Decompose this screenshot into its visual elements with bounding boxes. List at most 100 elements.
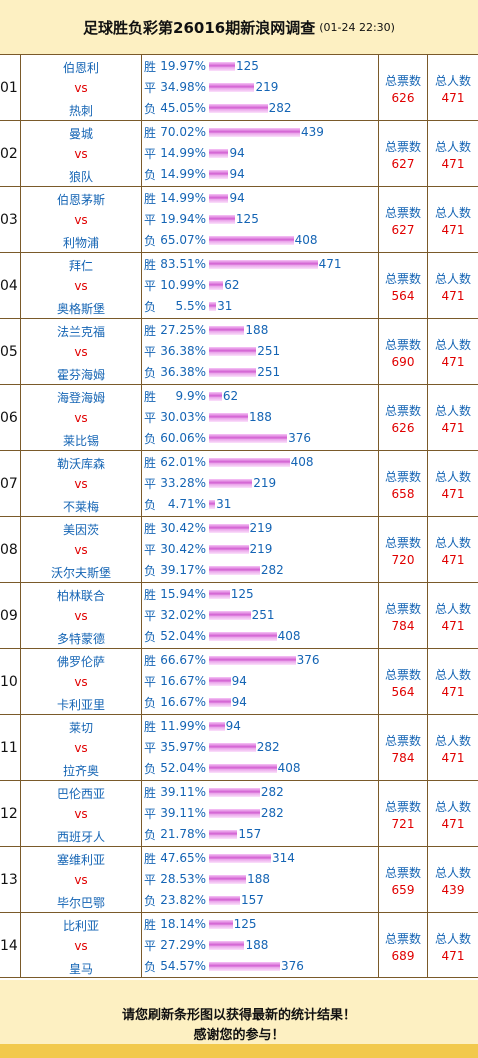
total-votes-label: 总票数 (384, 206, 421, 220)
away-team-link[interactable]: 多特蒙德 (56, 632, 105, 646)
draw-bar (209, 280, 224, 290)
win-percent: 15.94% (160, 587, 206, 601)
match-number: 14 (0, 937, 18, 954)
away-team-link[interactable]: 毕尔巴鄂 (56, 896, 105, 910)
draw-label: 平 (144, 542, 157, 557)
win-row: 胜 62.01% 408 (144, 454, 314, 470)
win-row: 胜 15.94% 125 (144, 586, 254, 602)
draw-bar (209, 610, 251, 620)
home-team-link[interactable]: 比利亚 (62, 919, 99, 933)
away-team-link[interactable]: 拉齐奥 (62, 764, 99, 778)
home-team-link[interactable]: 勒沃库森 (56, 457, 105, 471)
lose-count: 157 (240, 893, 264, 907)
total-votes-label: 总票数 (384, 866, 421, 880)
draw-row: 平 16.67% 94 (144, 673, 247, 689)
home-team-link[interactable]: 佛罗伦萨 (56, 655, 105, 669)
total-people-cell: 总人数 471 (427, 583, 478, 648)
total-people-value: 471 (441, 421, 465, 435)
home-team-link[interactable]: 伯恩茅斯 (56, 193, 105, 207)
lose-bar (209, 961, 280, 971)
away-team-link[interactable]: 西班牙人 (56, 830, 105, 844)
away-team-link[interactable]: 莱比锡 (62, 434, 99, 448)
home-team-link[interactable]: 法兰克福 (56, 325, 105, 339)
win-bar (209, 391, 222, 401)
total-votes-label: 总票数 (384, 668, 421, 682)
lose-row: 负 5.5% 31 (144, 298, 232, 314)
match-number: 04 (0, 277, 18, 294)
lose-count: 376 (288, 431, 311, 445)
home-team-link[interactable]: 海登海姆 (56, 391, 105, 405)
lose-label: 负 (144, 629, 157, 644)
win-count: 94 (225, 719, 241, 733)
draw-bar (209, 148, 229, 158)
total-people-value: 471 (441, 619, 465, 633)
draw-bar (209, 874, 247, 884)
draw-bar (209, 742, 256, 752)
draw-count: 125 (235, 212, 259, 226)
home-team-link[interactable]: 曼城 (68, 127, 93, 141)
match-row: 14 比利亚 vs 皇马 胜 18.14% 125 平 27.29% 188 负 54.57% 376 总… (0, 912, 478, 978)
match-row: 07 勒沃库森 vs 不莱梅 胜 62.01% 408 平 33.28% 219 负 4.71% 31 总… (0, 450, 478, 516)
away-team-link[interactable]: 不莱梅 (62, 500, 99, 514)
draw-count: 188 (245, 938, 269, 952)
draw-row: 平 28.53% 188 (144, 871, 270, 887)
draw-row: 平 36.38% 251 (144, 343, 280, 359)
win-percent: 83.51% (160, 257, 206, 271)
home-team-link[interactable]: 美因茨 (62, 523, 99, 537)
away-team-link[interactable]: 卡利亚里 (56, 698, 105, 712)
win-label: 胜 (144, 719, 157, 734)
total-people-value: 439 (441, 883, 465, 897)
total-people-cell: 总人数 471 (427, 517, 478, 582)
win-label: 胜 (144, 191, 157, 206)
away-team-link[interactable]: 狼队 (68, 170, 93, 184)
lose-row: 负 52.04% 408 (144, 628, 301, 644)
win-label: 胜 (144, 323, 157, 338)
home-team-link[interactable]: 巴伦西亚 (56, 787, 105, 801)
total-people-cell: 总人数 471 (427, 715, 478, 780)
home-team-link[interactable]: 柏林联合 (56, 589, 105, 603)
lose-count: 31 (217, 299, 233, 313)
away-team-link[interactable]: 热刺 (68, 104, 93, 118)
total-votes-cell: 总票数 658 (378, 451, 427, 516)
lose-percent: 65.07% (160, 233, 206, 247)
total-people-value: 471 (441, 157, 465, 171)
draw-count: 251 (257, 344, 281, 358)
total-votes-cell: 总票数 626 (378, 385, 427, 450)
draw-percent: 30.42% (160, 542, 206, 556)
draw-percent: 28.53% (160, 872, 206, 886)
draw-percent: 34.98% (160, 80, 206, 94)
lose-label: 负 (144, 497, 157, 512)
total-people-value: 471 (441, 949, 465, 963)
lose-percent: 52.04% (160, 761, 206, 775)
total-people-value: 471 (441, 553, 465, 567)
match-teams: 莱切 vs 拉齐奥 (20, 715, 141, 780)
vs-label: vs (74, 477, 88, 491)
draw-label: 平 (144, 344, 157, 359)
win-percent: 47.65% (160, 851, 206, 865)
total-votes-cell: 总票数 564 (378, 253, 427, 318)
home-team-link[interactable]: 拜仁 (68, 259, 93, 273)
home-team-link[interactable]: 伯恩利 (62, 61, 99, 75)
away-team-link[interactable]: 皇马 (68, 962, 93, 976)
vote-bars: 胜 9.9% 62 平 30.03% 188 负 60.06% 376 (141, 385, 378, 450)
total-people-label: 总人数 (434, 932, 471, 946)
away-team-link[interactable]: 霍芬海姆 (56, 368, 105, 382)
total-votes-label: 总票数 (384, 536, 421, 550)
away-team-link[interactable]: 利物浦 (62, 236, 99, 250)
total-people-cell: 总人数 471 (427, 451, 478, 516)
total-votes-cell: 总票数 627 (378, 187, 427, 252)
draw-count: 188 (249, 410, 272, 424)
home-team-link[interactable]: 塞维利亚 (56, 853, 105, 867)
home-team-link[interactable]: 莱切 (68, 721, 93, 735)
lose-bar (209, 367, 257, 377)
away-team-link[interactable]: 沃尔夫斯堡 (50, 566, 111, 580)
draw-label: 平 (144, 410, 157, 425)
away-team-link[interactable]: 奥格斯堡 (56, 302, 105, 316)
total-people-label: 总人数 (434, 338, 471, 352)
vote-bars: 胜 15.94% 125 平 32.02% 251 负 52.04% 408 (141, 583, 378, 648)
draw-bar (209, 82, 255, 92)
total-votes-value: 626 (391, 421, 415, 435)
total-votes-value: 659 (391, 883, 415, 897)
vote-bars: 胜 70.02% 439 平 14.99% 94 负 14.99% 94 (141, 121, 378, 186)
total-votes-value: 564 (391, 685, 415, 699)
